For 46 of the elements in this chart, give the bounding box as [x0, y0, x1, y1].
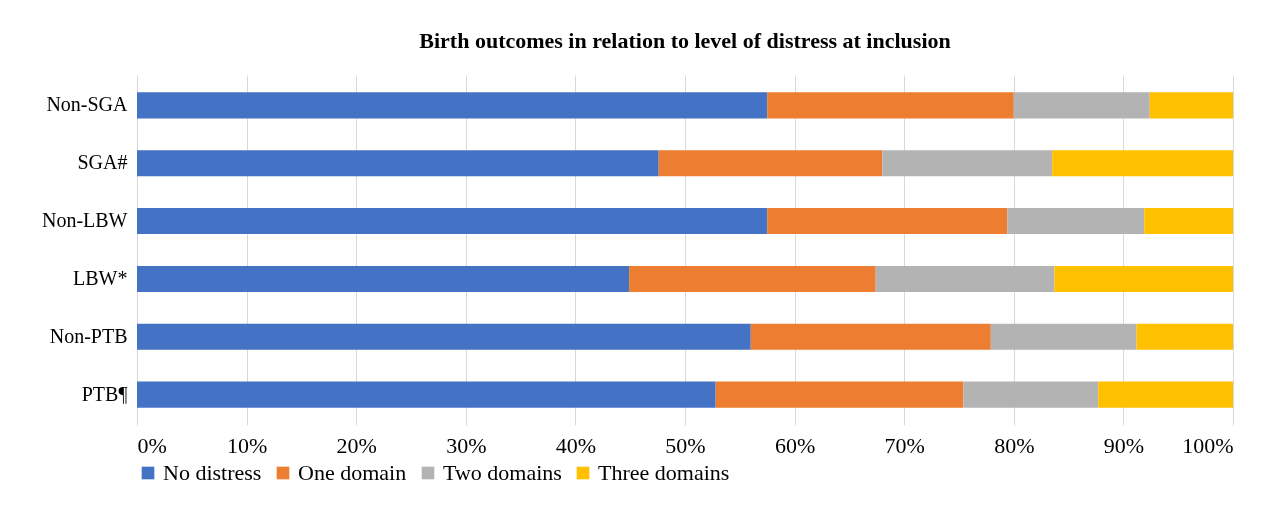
x-tick-label: 60% [774, 432, 816, 458]
bar [1149, 92, 1233, 119]
x-tick-label: 100% [1182, 432, 1234, 458]
x-tick-label: 80% [994, 432, 1035, 458]
bar [1098, 381, 1233, 408]
bar [137, 92, 768, 119]
bar [767, 92, 1014, 119]
x-tick-label: 70% [884, 432, 925, 458]
legend-label: No distress [163, 460, 262, 485]
bar [1007, 208, 1145, 235]
legend-label: Three domains [598, 460, 730, 485]
x-tick-label: 20% [336, 432, 377, 458]
bar [875, 265, 1055, 292]
bar [990, 323, 1137, 350]
chart-title: Birth outcomes in relation to level of distress at inclusion [419, 28, 951, 53]
bar [137, 265, 630, 292]
bar [750, 323, 991, 350]
bar [882, 150, 1053, 177]
bar [629, 265, 876, 292]
bar [715, 381, 964, 408]
bar [137, 208, 768, 235]
x-tick-label: 0% [137, 432, 167, 458]
x-tick-label: 30% [446, 432, 487, 458]
y-tick-label: PTB¶ [81, 382, 128, 405]
x-tick-label: 10% [226, 432, 268, 458]
bar [1054, 265, 1233, 292]
bar [1013, 92, 1150, 119]
y-tick-label: Non-PTB [49, 324, 128, 347]
bar [1052, 150, 1233, 177]
y-tick-label: Non-SGA [46, 93, 129, 116]
bar [137, 381, 716, 408]
y-tick-label: LBW* [73, 266, 128, 289]
legend-label: One domain [298, 460, 407, 485]
bar [137, 150, 659, 177]
bar [963, 381, 1099, 408]
bar [137, 323, 751, 350]
x-tick-label: 90% [1103, 432, 1145, 458]
bar [767, 208, 1008, 235]
bar [1144, 208, 1233, 235]
y-tick-label: Non-LBW [41, 209, 128, 232]
bar [658, 150, 883, 177]
legend-label: Two domains [443, 460, 562, 485]
y-tick-label: SGA# [77, 151, 128, 174]
bar [1136, 323, 1233, 350]
x-tick-label: 50% [665, 432, 706, 458]
x-tick-label: 40% [555, 432, 597, 458]
